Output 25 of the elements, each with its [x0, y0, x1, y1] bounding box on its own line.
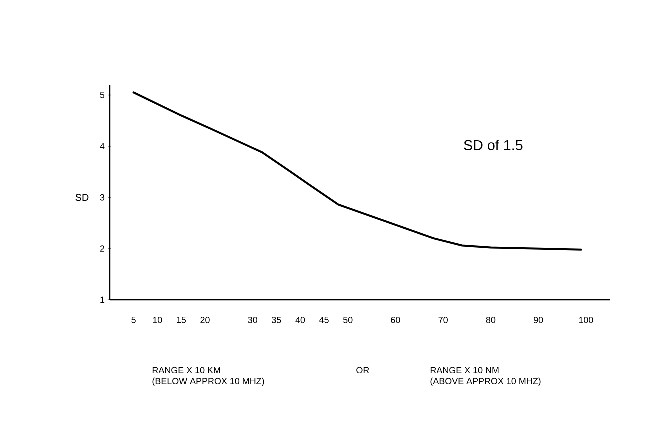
annotation: SD of 1.5: [464, 140, 523, 150]
y-axis-title: SD: [76, 194, 89, 202]
x-tick-label: 35: [272, 317, 282, 324]
x-tick-label: 40: [296, 317, 306, 324]
x-tick-label: 60: [391, 317, 400, 324]
y-tick-label: 3: [100, 194, 105, 201]
x-tick-label: 15: [177, 317, 186, 324]
x-tick-label: 30: [248, 317, 258, 324]
text: RANGE X 10 NM (ABOVE APPROX 10 MHZ): [430, 367, 541, 386]
x-tick-label: 70: [438, 317, 448, 324]
text: RANGE X 10 KM (BELOW APPROX 10 MHZ): [152, 367, 264, 386]
text: OR: [356, 367, 370, 374]
x-tick-label: 5: [132, 317, 136, 324]
x-tick-label: 90: [534, 317, 544, 324]
line-series: [132, 92, 582, 251]
x-tick-label: 20: [200, 317, 210, 324]
y-tick-label: 1: [100, 296, 105, 304]
x-tick-label: 50: [343, 317, 353, 324]
y-tick-label: 2: [100, 246, 105, 252]
x-tick-label: 45: [320, 317, 329, 324]
x-tick-label: 80: [486, 317, 496, 324]
x-tick-label: 100: [579, 317, 594, 324]
y-tick-label: 4: [100, 143, 105, 150]
y-tick-label: 5: [100, 92, 105, 98]
x-tick-label: 10: [153, 317, 162, 324]
